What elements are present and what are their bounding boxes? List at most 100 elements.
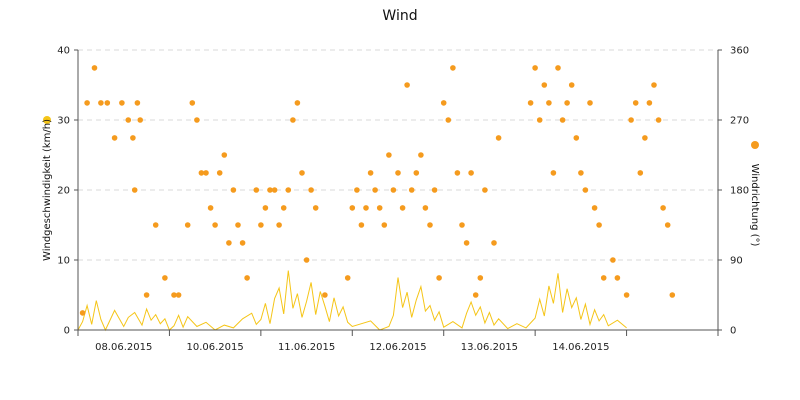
wind-direction-point bbox=[440, 100, 447, 106]
wind-direction-point bbox=[235, 222, 241, 228]
wind-direction-point bbox=[322, 292, 328, 298]
wind-direction-point bbox=[459, 222, 465, 228]
wind-direction-point bbox=[445, 117, 452, 123]
wind-direction-point bbox=[559, 117, 566, 123]
wind-direction-series bbox=[79, 65, 676, 316]
wind-direction-point bbox=[198, 170, 205, 176]
x-tick-label: 10.06.2015 bbox=[187, 342, 244, 353]
y-left-tick-label: 20 bbox=[57, 186, 70, 197]
wind-direction-point bbox=[253, 187, 260, 193]
wind-direction-point bbox=[91, 65, 98, 71]
wind-direction-point bbox=[358, 222, 365, 228]
wind-direction-point bbox=[354, 187, 360, 193]
wind-direction-point bbox=[184, 222, 191, 228]
wind-direction-point bbox=[285, 187, 292, 193]
wind-direction-point bbox=[271, 187, 278, 193]
wind-direction-point bbox=[294, 100, 301, 106]
wind-direction-point bbox=[221, 152, 228, 158]
wind-direction-point bbox=[614, 275, 621, 281]
y-right-tick-label: 360 bbox=[730, 46, 749, 57]
x-tick-label: 11.06.2015 bbox=[278, 342, 335, 353]
legend-marker-wind-speed bbox=[43, 116, 51, 124]
wind-direction-point bbox=[363, 205, 369, 211]
wind-direction-point bbox=[312, 205, 319, 211]
y-left-tick-label: 10 bbox=[57, 256, 70, 267]
wind-direction-point bbox=[596, 222, 602, 228]
wind-direction-point bbox=[207, 205, 214, 211]
wind-direction-point bbox=[79, 310, 86, 316]
wind-direction-point bbox=[664, 222, 671, 228]
wind-direction-point bbox=[536, 117, 543, 123]
y-left-axis-title: Windgeschwindigkeit (km/h) bbox=[42, 119, 53, 261]
y-right-tick-label: 90 bbox=[730, 256, 743, 267]
x-axis-ticks: 08.06.2015 10.06.2015 11.06.2015 12.06.2015… bbox=[77, 330, 719, 353]
y-left-tick-label: 40 bbox=[57, 46, 70, 57]
wind-direction-point bbox=[119, 100, 125, 106]
wind-direction-point bbox=[418, 152, 424, 158]
wind-direction-point bbox=[532, 65, 538, 71]
wind-direction-point bbox=[239, 240, 246, 246]
y-right-axis-title: Windrichtung (°) bbox=[749, 164, 760, 247]
wind-direction-point bbox=[104, 100, 111, 106]
wind-direction-point bbox=[463, 240, 470, 246]
wind-direction-point bbox=[404, 82, 410, 88]
wind-direction-point bbox=[610, 257, 616, 263]
wind-direction-point bbox=[450, 65, 456, 71]
wind-direction-point bbox=[642, 135, 648, 141]
wind-direction-point bbox=[482, 187, 488, 193]
wind-direction-point bbox=[399, 205, 406, 211]
wind-direction-point bbox=[376, 205, 383, 211]
grid-lines bbox=[78, 49, 718, 261]
wind-direction-point bbox=[162, 275, 168, 281]
wind-direction-point bbox=[546, 100, 552, 106]
wind-direction-point bbox=[646, 100, 653, 106]
wind-direction-point bbox=[267, 187, 273, 193]
wind-direction-point bbox=[131, 187, 138, 193]
wind-direction-point bbox=[582, 187, 589, 193]
wind-direction-point bbox=[587, 100, 593, 106]
x-tick-label: 12.06.2015 bbox=[369, 342, 426, 353]
y-right-tick-label: 270 bbox=[730, 116, 749, 127]
wind-direction-point bbox=[436, 275, 442, 281]
wind-direction-point bbox=[226, 240, 232, 246]
chart-title: Wind bbox=[382, 8, 417, 24]
wind-direction-point bbox=[299, 170, 305, 176]
wind-direction-point bbox=[143, 292, 150, 298]
wind-direction-point bbox=[344, 275, 351, 281]
wind-direction-point bbox=[367, 170, 374, 176]
wind-direction-point bbox=[381, 222, 388, 228]
wind-direction-point bbox=[262, 205, 269, 211]
wind-direction-point bbox=[175, 292, 182, 298]
y-right-axis-ticks: 0 90 180 270 360 bbox=[718, 46, 749, 337]
wind-direction-point bbox=[125, 117, 132, 123]
wind-direction-point bbox=[623, 292, 630, 298]
x-tick-label: 08.06.2015 bbox=[95, 342, 152, 353]
wind-direction-point bbox=[454, 170, 461, 176]
wind-direction-point bbox=[637, 170, 644, 176]
wind-direction-point bbox=[472, 292, 479, 298]
wind-direction-point bbox=[276, 222, 282, 228]
wind-direction-point bbox=[280, 205, 287, 211]
wind-direction-point bbox=[495, 135, 502, 141]
wind-direction-point bbox=[303, 257, 310, 263]
wind-direction-point bbox=[111, 135, 118, 141]
wind-direction-point bbox=[372, 187, 378, 193]
y-left-tick-label: 0 bbox=[64, 326, 70, 337]
wind-direction-point bbox=[564, 100, 570, 106]
wind-direction-point bbox=[527, 100, 534, 106]
wind-direction-point bbox=[669, 292, 676, 298]
wind-direction-point bbox=[660, 205, 666, 211]
legend-marker-wind-direction bbox=[751, 141, 759, 149]
wind-direction-point bbox=[349, 205, 356, 211]
wind-direction-point bbox=[408, 187, 415, 193]
wind-direction-point bbox=[651, 82, 657, 88]
wind-direction-point bbox=[431, 187, 438, 193]
wind-direction-point bbox=[628, 117, 634, 123]
y-left-axis-ticks: 0 10 20 30 40 bbox=[57, 46, 78, 337]
wind-direction-point bbox=[137, 117, 143, 123]
wind-direction-point bbox=[491, 240, 497, 246]
wind-direction-point bbox=[134, 100, 141, 106]
y-right-tick-label: 180 bbox=[730, 186, 749, 197]
wind-direction-point bbox=[468, 170, 474, 176]
